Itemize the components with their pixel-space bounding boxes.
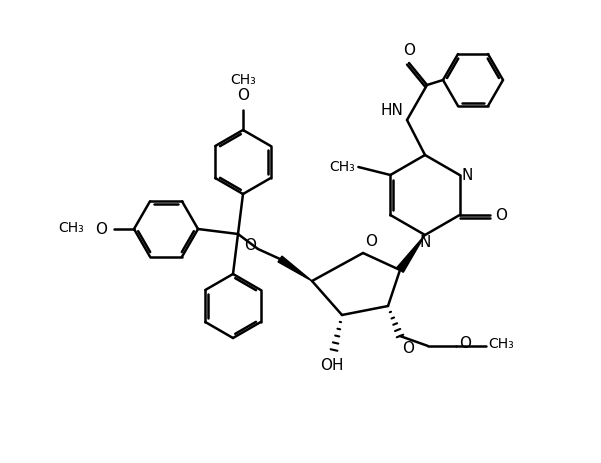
- Text: O: O: [237, 88, 249, 103]
- Text: O: O: [365, 234, 377, 249]
- Text: OH: OH: [320, 358, 344, 373]
- Polygon shape: [278, 256, 312, 281]
- Text: O: O: [403, 43, 415, 58]
- Text: CH₃: CH₃: [488, 337, 514, 351]
- Text: O: O: [95, 221, 107, 237]
- Text: HN: HN: [380, 103, 403, 118]
- Text: CH₃: CH₃: [230, 73, 256, 87]
- Polygon shape: [397, 235, 425, 272]
- Text: N: N: [419, 235, 431, 250]
- Text: N: N: [462, 168, 473, 182]
- Text: O: O: [244, 238, 256, 254]
- Text: CH₃: CH₃: [329, 160, 355, 174]
- Text: O: O: [459, 337, 471, 351]
- Text: O: O: [495, 207, 507, 223]
- Text: CH₃: CH₃: [58, 221, 84, 235]
- Text: O: O: [402, 341, 414, 356]
